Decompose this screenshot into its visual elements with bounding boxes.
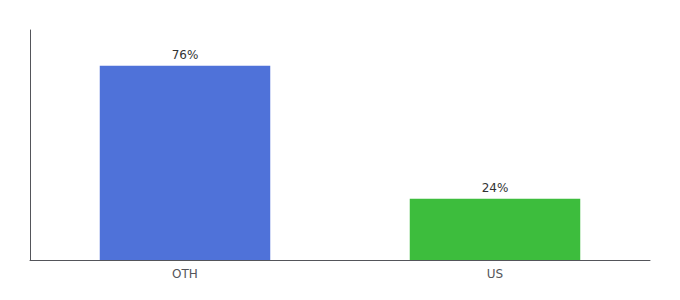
svg-text:US: US (487, 267, 503, 281)
svg-text:OTH: OTH (172, 267, 198, 281)
svg-text:76%: 76% (172, 48, 199, 62)
svg-text:24%: 24% (482, 181, 509, 195)
